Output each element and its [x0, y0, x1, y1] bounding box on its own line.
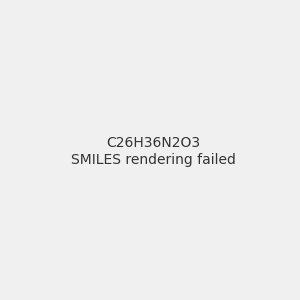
Text: C26H36N2O3
SMILES rendering failed: C26H36N2O3 SMILES rendering failed [71, 136, 236, 166]
